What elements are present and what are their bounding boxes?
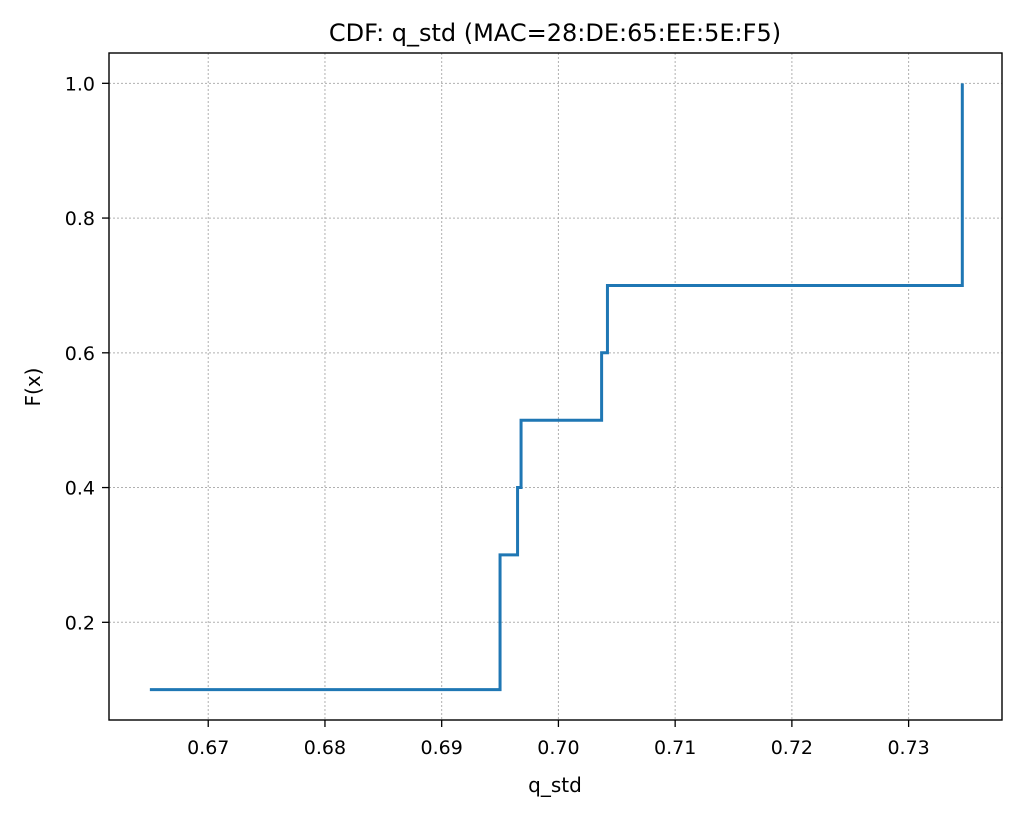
y-axis-ticks: 0.2 0.4 0.6 0.8 1.0 <box>65 73 109 634</box>
plot-frame <box>108 52 1003 721</box>
x-tick-label: 0.71 <box>654 737 696 759</box>
x-tick-label: 0.72 <box>771 737 813 759</box>
x-axis-label: q_std <box>528 773 582 797</box>
grid-lines <box>109 53 1002 720</box>
y-tick-label: 0.4 <box>65 478 95 500</box>
cdf-step-line <box>149 83 964 692</box>
series-layer <box>149 83 964 692</box>
x-tick-label: 0.68 <box>304 737 346 759</box>
x-axis-ticks: 0.67 0.68 0.69 0.70 0.71 0.72 0.73 <box>187 720 930 759</box>
y-tick-label: 0.8 <box>65 208 95 230</box>
y-tick-label: 0.6 <box>65 343 95 365</box>
x-tick-label: 0.67 <box>187 737 229 759</box>
y-axis-label: F(x) <box>21 368 45 407</box>
x-tick-label: 0.69 <box>421 737 463 759</box>
y-tick-label: 0.2 <box>65 612 95 634</box>
x-tick-label: 0.73 <box>887 737 929 759</box>
x-tick-label: 0.70 <box>537 737 579 759</box>
y-tick-label: 1.0 <box>65 73 95 95</box>
chart-title: CDF: q_std (MAC=28:DE:65:EE:5E:F5) <box>329 19 781 47</box>
